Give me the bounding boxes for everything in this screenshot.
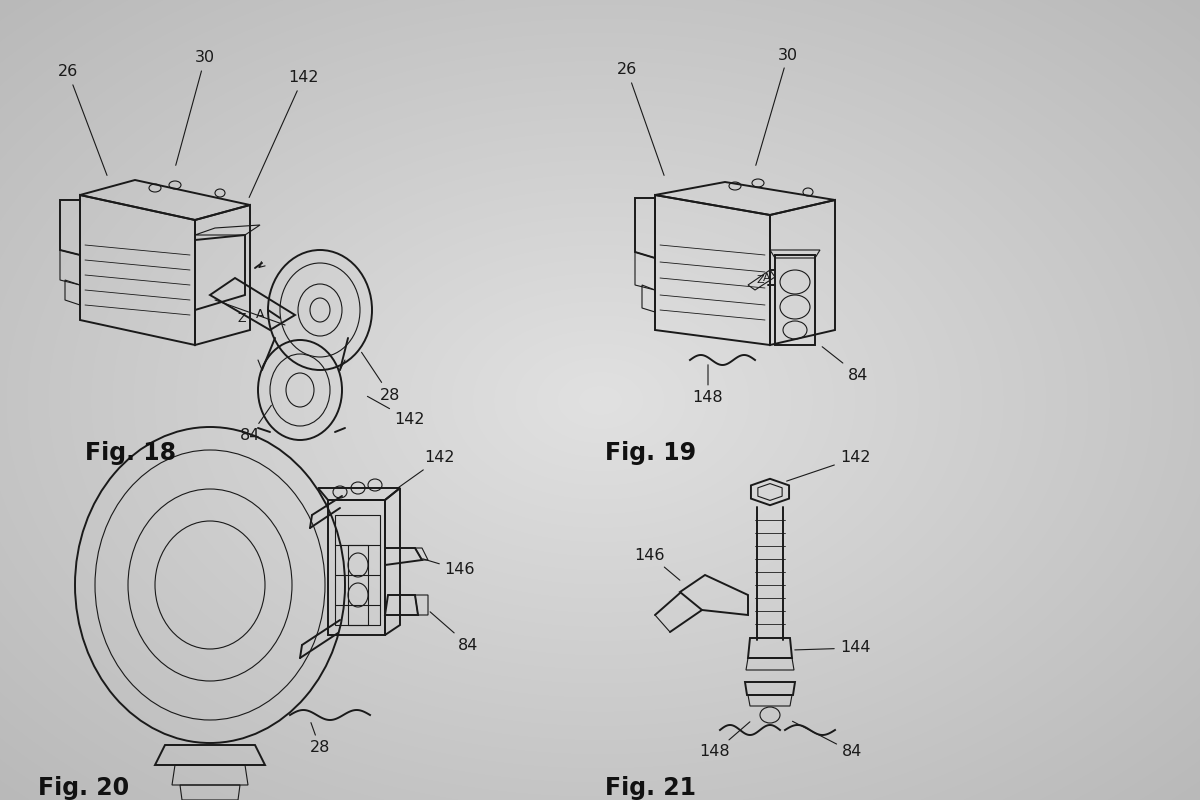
Text: 84: 84 bbox=[792, 722, 862, 759]
Text: 142: 142 bbox=[397, 450, 455, 488]
Text: A: A bbox=[763, 273, 770, 283]
Text: 30: 30 bbox=[175, 50, 215, 166]
Text: 84: 84 bbox=[240, 406, 271, 443]
Text: 142: 142 bbox=[367, 396, 425, 427]
Text: Z: Z bbox=[238, 311, 246, 325]
Text: 26: 26 bbox=[617, 62, 664, 175]
Text: 148: 148 bbox=[700, 722, 750, 759]
Text: 146: 146 bbox=[635, 547, 680, 580]
Text: Fig. 18: Fig. 18 bbox=[85, 441, 176, 465]
Text: 142: 142 bbox=[787, 450, 870, 481]
Text: 142: 142 bbox=[250, 70, 318, 198]
Text: 144: 144 bbox=[794, 641, 870, 655]
Text: 84: 84 bbox=[430, 612, 478, 653]
Text: 28: 28 bbox=[310, 722, 330, 755]
Text: Z: Z bbox=[756, 275, 764, 285]
Text: 30: 30 bbox=[756, 47, 798, 166]
Text: Fig. 20: Fig. 20 bbox=[38, 776, 130, 800]
Text: 148: 148 bbox=[692, 365, 724, 406]
Text: 28: 28 bbox=[361, 352, 400, 402]
Text: A: A bbox=[256, 309, 264, 322]
Text: 84: 84 bbox=[822, 346, 868, 382]
Text: Fig. 21: Fig. 21 bbox=[605, 776, 696, 800]
Text: 146: 146 bbox=[422, 558, 475, 578]
Text: 26: 26 bbox=[58, 65, 107, 175]
Text: Fig. 19: Fig. 19 bbox=[605, 441, 696, 465]
